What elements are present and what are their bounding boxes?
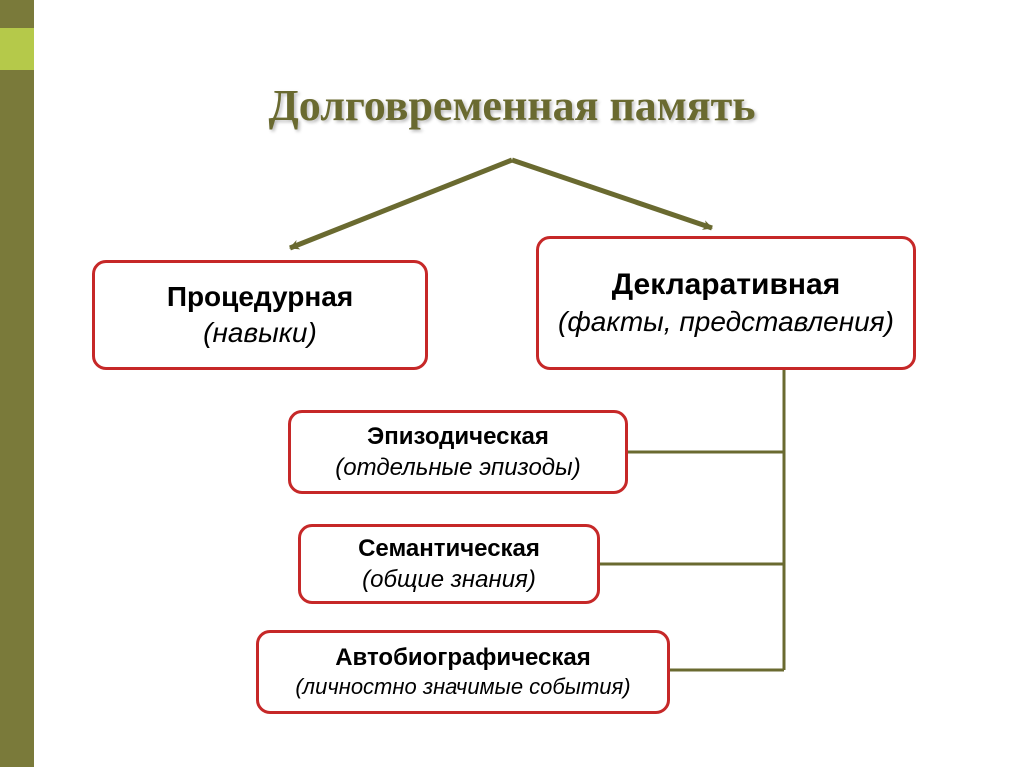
node-episodic-heading: Эпизодическая — [367, 421, 549, 452]
node-semantic-heading: Семантическая — [358, 533, 540, 564]
arrow-to-declarative — [512, 160, 712, 228]
node-procedural-sub: (навыки) — [203, 315, 317, 351]
arrow-to-procedural — [290, 160, 512, 248]
node-declarative-heading: Декларативная — [612, 265, 840, 304]
node-episodic: Эпизодическая (отдельные эпизоды) — [288, 410, 628, 494]
slide-left-accent — [0, 28, 34, 70]
node-declarative: Декларативная (факты, представления) — [536, 236, 916, 370]
slide-title: Долговременная память — [0, 80, 1024, 131]
node-autobio-sub: (личностно значимые события) — [295, 673, 630, 702]
node-autobio-heading: Автобиографическая — [335, 642, 591, 673]
node-autobio: Автобиографическая (личностно значимые с… — [256, 630, 670, 714]
node-procedural-heading: Процедурная — [167, 279, 353, 315]
node-procedural: Процедурная (навыки) — [92, 260, 428, 370]
node-semantic-sub: (общие знания) — [362, 564, 536, 595]
node-episodic-sub: (отдельные эпизоды) — [335, 452, 580, 483]
node-semantic: Семантическая (общие знания) — [298, 524, 600, 604]
node-declarative-sub: (факты, представления) — [558, 304, 894, 340]
